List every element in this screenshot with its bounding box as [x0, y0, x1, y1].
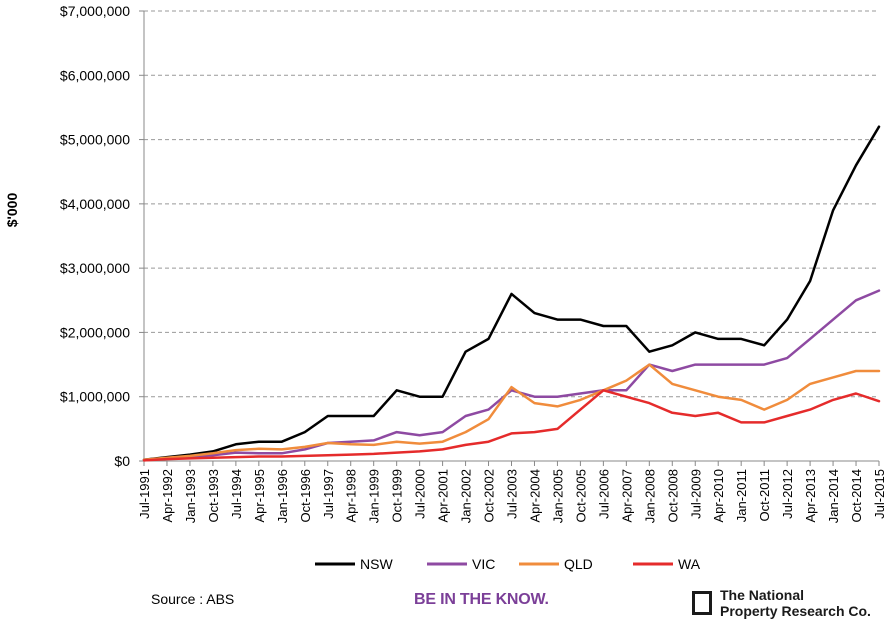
series-line-nsw — [142, 125, 881, 461]
source-note: Source : ABS — [151, 591, 235, 607]
x-tick-label: Oct-1999 — [390, 469, 405, 522]
logo-square-icon — [692, 591, 712, 615]
x-tick-label: Jan-2014 — [826, 469, 841, 523]
x-tick-label: Apr-2010 — [711, 469, 726, 522]
x-tick-label: Jan-2008 — [642, 469, 657, 523]
x-tick-label: Oct-1996 — [298, 469, 313, 522]
x-tick-label: Oct-2011 — [757, 469, 772, 522]
y-tick-label: $3,000,000 — [60, 260, 130, 276]
y-tick-label: $6,000,000 — [60, 67, 130, 83]
legend-label-nsw: NSW — [360, 556, 393, 572]
x-tick-label: Oct-2005 — [573, 469, 588, 522]
logo-line-2: Property Research Co. — [720, 603, 871, 619]
legend-label-qld: QLD — [564, 556, 593, 572]
series-line-qld — [142, 363, 881, 461]
y-tick-label: $1,000,000 — [60, 389, 130, 405]
logo-line-1: The National — [720, 587, 805, 603]
x-tick-label: Jan-2002 — [459, 469, 474, 523]
x-tick-label: Jul-1994 — [229, 469, 244, 519]
x-tick-label: Apr-1998 — [344, 469, 359, 522]
x-tick-label: Jan-1996 — [275, 469, 290, 523]
series-line-wa — [142, 389, 881, 462]
x-tick-label: Jul-2006 — [596, 469, 611, 519]
y-tick-label: $0 — [114, 453, 130, 469]
x-axis-ticks: Jul-1991 Apr-1992 Jan-1993 Oct-1993 Jul-1994… — [137, 461, 887, 523]
x-tick-label: Apr-1995 — [252, 469, 267, 522]
x-tick-label: Jan-2005 — [550, 469, 565, 523]
x-tick-label: Apr-2004 — [527, 469, 542, 522]
axes — [143, 11, 879, 462]
x-tick-label: Jan-2011 — [734, 469, 749, 522]
x-tick-label: Oct-2014 — [849, 469, 864, 522]
x-tick-label: Oct-2002 — [482, 469, 497, 522]
y-tick-label: $7,000,000 — [60, 3, 130, 19]
x-tick-label: Jul-2012 — [780, 469, 795, 519]
grid-lines — [144, 10, 879, 398]
y-tick-label: $5,000,000 — [60, 132, 130, 148]
series-lines — [142, 125, 881, 462]
x-tick-label: Jan-1999 — [367, 469, 382, 523]
x-tick-label: Oct-2008 — [665, 469, 680, 522]
x-tick-label: Oct-1993 — [206, 469, 221, 522]
x-tick-label: Jan-1993 — [183, 469, 198, 523]
series-line-vic — [142, 289, 881, 461]
x-tick-label: Apr-1992 — [160, 469, 175, 522]
x-tick-label: Apr-2013 — [803, 469, 818, 522]
x-tick-label: Jul-1997 — [321, 469, 336, 519]
tagline: BE IN THE KNOW. — [414, 591, 549, 608]
x-tick-label: Jul-2009 — [688, 469, 703, 519]
x-tick-label: Jul-2015 — [872, 469, 887, 519]
x-tick-label: Jul-2000 — [413, 469, 428, 519]
x-tick-label: Jul-2003 — [505, 469, 520, 519]
y-axis-label: $'000 — [4, 193, 20, 228]
legend: NSW VIC QLD WA — [315, 556, 701, 572]
y-tick-label: $4,000,000 — [60, 196, 130, 212]
company-logo: The National Property Research Co. — [692, 587, 871, 619]
y-tick-label: $2,000,000 — [60, 324, 130, 340]
legend-label-wa: WA — [678, 556, 701, 572]
legend-label-vic: VIC — [472, 556, 495, 572]
y-axis-ticks: $0 $1,000,000 $2,000,000 $3,000,000 $4,000,0… — [60, 3, 144, 469]
x-tick-label: Apr-2001 — [436, 469, 451, 522]
x-tick-label: Jul-1991 — [137, 469, 152, 519]
x-tick-label: Apr-2007 — [619, 469, 634, 522]
